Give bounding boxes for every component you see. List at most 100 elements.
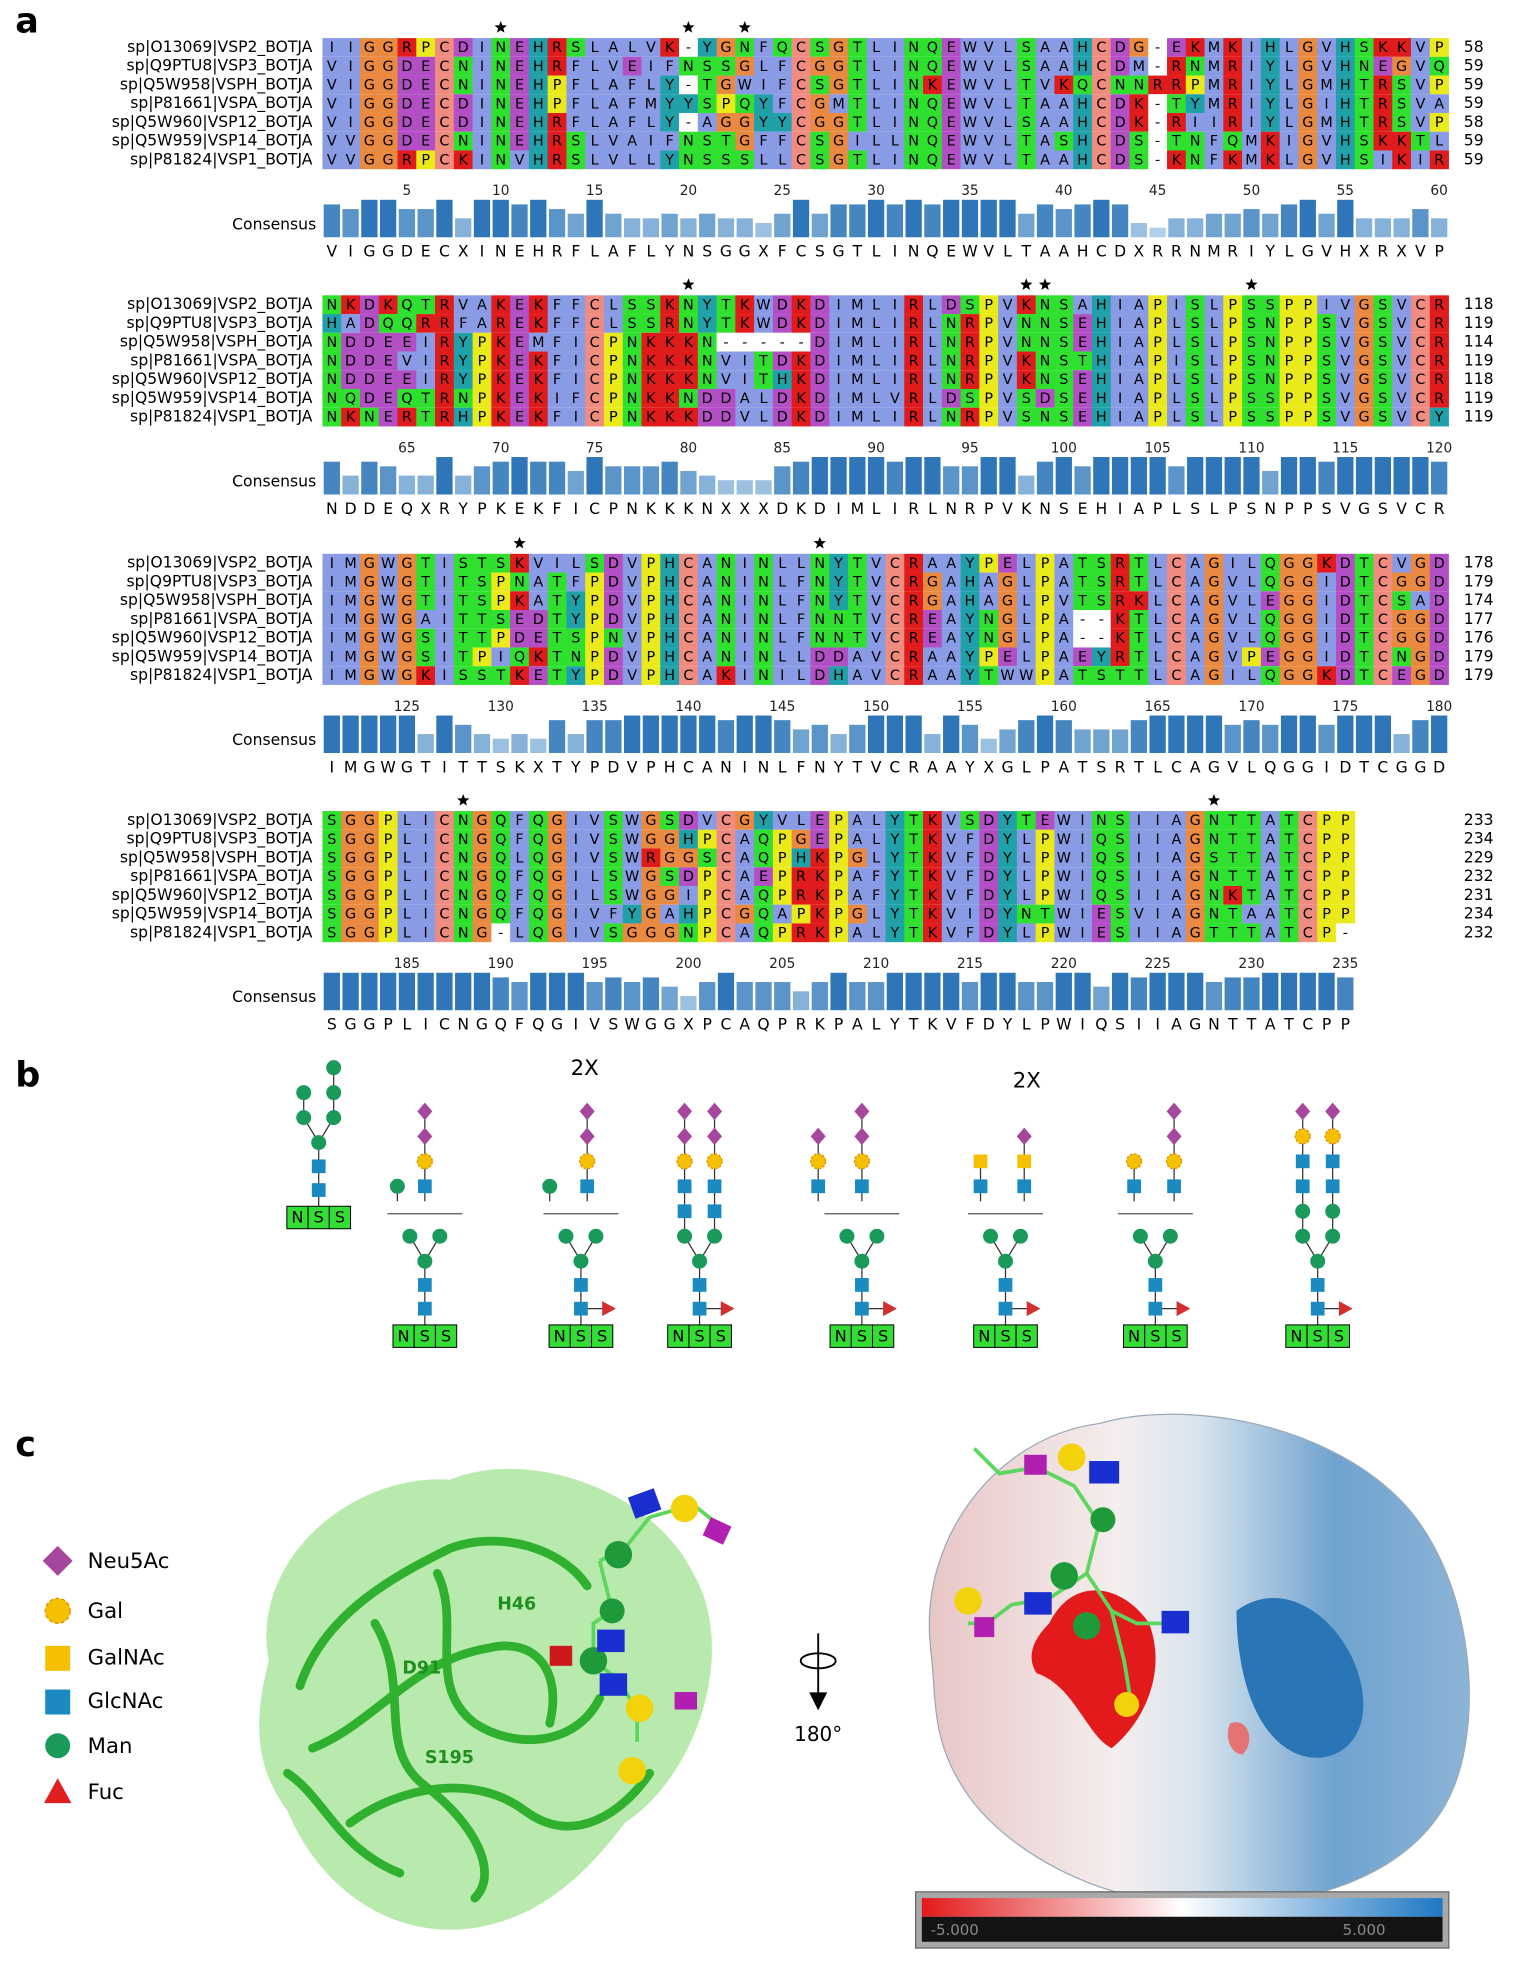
residue: Y (758, 813, 768, 829)
residue: D (364, 297, 375, 313)
residue-cell (847, 75, 868, 95)
consensus-bar (473, 199, 491, 238)
residue: V (1228, 649, 1238, 665)
residue-cell (453, 94, 473, 114)
consensus-bar (1036, 715, 1054, 753)
consensus-residue: N (758, 758, 770, 776)
consensus-bar (736, 480, 753, 495)
residue: C (1415, 316, 1425, 332)
residue: F (515, 888, 523, 904)
ruler-label: 155 (957, 699, 983, 715)
residue: F (778, 59, 786, 75)
residue: N (1040, 372, 1051, 388)
residue: I (1080, 907, 1084, 923)
residue: E (1378, 59, 1387, 75)
residue: K (1115, 631, 1125, 647)
residue: S (1097, 668, 1106, 684)
residue-cell (416, 38, 436, 57)
residue: L (778, 649, 786, 665)
residue: K (684, 372, 694, 388)
consensus-bar (1149, 972, 1166, 1011)
residue: - (1155, 59, 1160, 75)
residue: I (480, 152, 484, 168)
residue: S (1097, 593, 1106, 609)
residue: W (1057, 907, 1071, 923)
residue: P (1153, 297, 1162, 313)
ruler-label: 120 (1426, 440, 1452, 456)
residue-cell (378, 75, 398, 95)
residue: H (533, 40, 544, 56)
residue: T (1246, 851, 1256, 867)
ruler-label: 140 (675, 699, 701, 715)
residue: C (1096, 78, 1106, 94)
residue: V (1397, 372, 1407, 388)
consensus-residue: P (984, 500, 993, 518)
residue: G (645, 869, 656, 885)
residue: D (401, 78, 412, 94)
residue: P (984, 297, 993, 313)
sequence-name: sp|Q5W958|VSPH_BOTJA (120, 75, 313, 94)
residue-cell (1354, 75, 1374, 95)
residue: G (1415, 631, 1426, 647)
residue: G (1359, 335, 1370, 351)
consensus-bar (999, 199, 1016, 238)
residue: Q (758, 907, 769, 923)
residue: L (872, 297, 880, 313)
end-number: 119 (1464, 389, 1494, 407)
residue: W (625, 851, 639, 867)
consensus-residue: V (871, 758, 882, 776)
residue: T (420, 410, 430, 426)
residue: N (1190, 59, 1201, 75)
residue: D (1115, 59, 1126, 75)
residue: E (628, 59, 637, 75)
conserved-star (682, 20, 695, 33)
glcnac (1325, 1154, 1340, 1169)
residue-cell (1411, 94, 1431, 114)
consensus-residue: I (742, 758, 747, 776)
residue: Y (889, 813, 899, 829)
residue: G (383, 40, 394, 56)
residue: D (1434, 649, 1445, 665)
residue: A (702, 612, 712, 628)
residue: L (872, 134, 880, 150)
residue: C (890, 631, 900, 647)
residue: N (458, 832, 469, 848)
glcnac (1325, 1179, 1340, 1194)
residue: L (403, 869, 411, 885)
consensus-bar (1337, 977, 1354, 1011)
residue: I (649, 134, 653, 150)
residue: P (1322, 907, 1331, 923)
residue: D (702, 410, 713, 426)
residue: G (345, 925, 356, 941)
residue: I (1381, 152, 1385, 168)
residue: M (344, 593, 356, 609)
residue: T (908, 925, 918, 941)
residue: Q (382, 316, 393, 332)
residue: A (946, 649, 956, 665)
consensus-bar (924, 457, 941, 495)
residue: K (496, 297, 506, 313)
residue: G (645, 813, 656, 829)
residue: M (1320, 115, 1332, 131)
residue-cell (735, 38, 755, 57)
residue: V (946, 851, 956, 867)
residue: P (478, 649, 487, 665)
residue: D (345, 372, 356, 388)
neu5ac (677, 1127, 693, 1146)
residue: K (1134, 593, 1144, 609)
consensus-residue: P (1284, 500, 1293, 518)
residue-label: D91 (402, 1658, 441, 1678)
legend-symbols (42, 1545, 73, 1804)
residue: F (628, 96, 636, 112)
consensus-residue: A (608, 243, 619, 261)
mannose (558, 1228, 574, 1244)
consensus-bar (398, 715, 416, 753)
residue: N (908, 59, 919, 75)
consensus-residue: V (1340, 500, 1351, 518)
residue-label: H46 (497, 1595, 536, 1615)
residue: N (1209, 907, 1220, 923)
end-number: 58 (1464, 38, 1484, 56)
glcnac (574, 1301, 588, 1316)
conserved-star (513, 536, 526, 549)
residue: D (345, 335, 356, 351)
